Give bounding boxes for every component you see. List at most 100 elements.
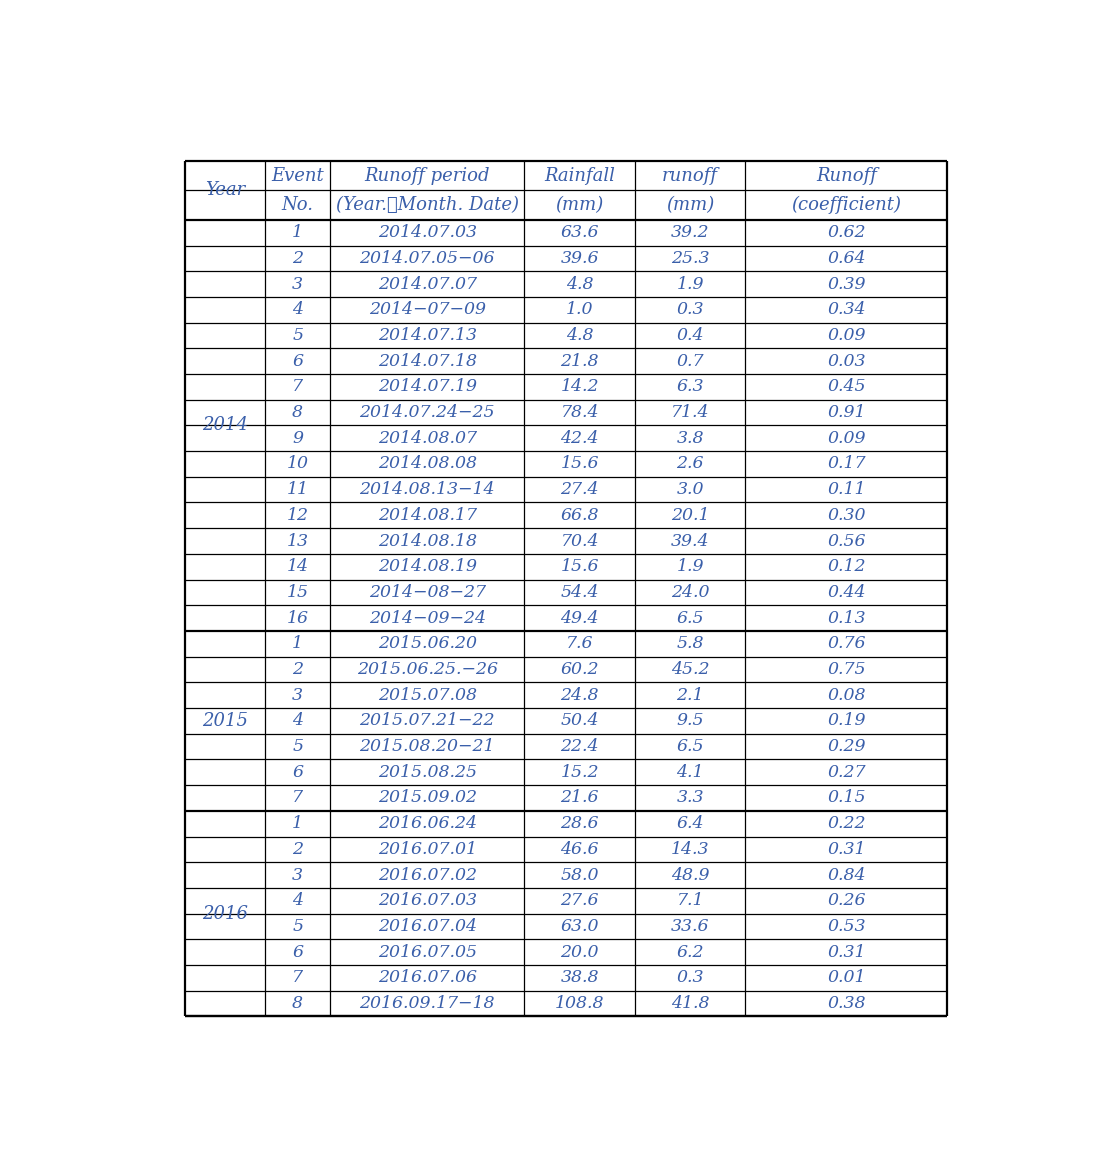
Text: 0.31: 0.31 [828,841,865,857]
Text: 0.09: 0.09 [828,327,865,344]
Text: 15.2: 15.2 [560,764,599,781]
Text: 3.3: 3.3 [676,789,704,806]
Text: 39.4: 39.4 [671,532,709,550]
Text: 0.62: 0.62 [828,224,865,241]
Text: 46.6: 46.6 [560,841,599,857]
Text: 0.26: 0.26 [828,892,865,909]
Text: 7: 7 [292,378,303,396]
Text: 0.09: 0.09 [828,429,865,447]
Text: 0.3: 0.3 [676,301,704,318]
Text: 2016.07.05: 2016.07.05 [378,944,476,960]
Text: 3.8: 3.8 [676,429,704,447]
Text: 2016: 2016 [202,905,249,922]
Text: 2015.09.02: 2015.09.02 [378,789,476,806]
Text: 0.31: 0.31 [828,944,865,960]
Text: 0.38: 0.38 [828,995,865,1012]
Text: 5: 5 [292,327,303,344]
Text: 22.4: 22.4 [560,738,599,756]
Text: (coefficient): (coefficient) [791,196,902,214]
Text: Rainfall: Rainfall [545,167,615,185]
Text: 58.0: 58.0 [560,867,599,884]
Text: 6.5: 6.5 [676,738,704,756]
Text: 9.5: 9.5 [676,713,704,729]
Text: 24.0: 24.0 [671,584,709,600]
Text: 0.29: 0.29 [828,738,865,756]
Text: 48.9: 48.9 [671,867,709,884]
Text: 2014.08.13−14: 2014.08.13−14 [359,481,495,499]
Text: 20.1: 20.1 [671,507,709,524]
Text: 2015: 2015 [202,712,249,730]
Text: 49.4: 49.4 [560,610,599,627]
Text: 0.45: 0.45 [828,378,865,396]
Text: 3.0: 3.0 [676,481,704,499]
Text: 0.7: 0.7 [676,353,704,369]
Text: 0.01: 0.01 [828,970,865,986]
Text: 0.76: 0.76 [828,635,865,653]
Text: 63.6: 63.6 [560,224,599,241]
Text: 2015.06.25.−26: 2015.06.25.−26 [357,661,497,678]
Text: 6: 6 [292,353,303,369]
Text: Runoff period: Runoff period [365,167,490,185]
Text: 0.12: 0.12 [828,558,865,575]
Text: Runoff: Runoff [815,167,877,185]
Text: 42.4: 42.4 [560,429,599,447]
Text: 2016.07.06: 2016.07.06 [378,970,476,986]
Text: (mm): (mm) [556,197,603,214]
Text: Event: Event [271,167,324,185]
Text: 2.1: 2.1 [676,687,704,703]
Text: 1.9: 1.9 [676,558,704,575]
Text: 0.75: 0.75 [828,661,865,678]
Text: 2016.06.24: 2016.06.24 [378,816,476,832]
Text: 6.4: 6.4 [676,816,704,832]
Text: 2016.07.04: 2016.07.04 [378,918,476,935]
Text: 6.5: 6.5 [676,610,704,627]
Text: 2014: 2014 [202,417,249,434]
Text: 0.84: 0.84 [828,867,865,884]
Text: 54.4: 54.4 [560,584,599,600]
Text: 27.6: 27.6 [560,892,599,909]
Text: 4.8: 4.8 [566,327,593,344]
Text: 25.3: 25.3 [671,250,709,267]
Text: 5: 5 [292,918,303,935]
Text: 2014.07.13: 2014.07.13 [378,327,476,344]
Text: 14.2: 14.2 [560,378,599,396]
Text: 13: 13 [286,532,308,550]
Text: 2015.07.21−22: 2015.07.21−22 [359,713,495,729]
Text: 2016.07.02: 2016.07.02 [378,867,476,884]
Text: 3: 3 [292,687,303,703]
Text: runoff: runoff [662,167,718,185]
Text: 7.1: 7.1 [676,892,704,909]
Text: 33.6: 33.6 [671,918,709,935]
Text: (Year.　Month. Date): (Year. Month. Date) [336,197,518,214]
Text: 21.8: 21.8 [560,353,599,369]
Text: 2014.07.19: 2014.07.19 [378,378,476,396]
Text: 45.2: 45.2 [671,661,709,678]
Text: 1: 1 [292,224,303,241]
Text: 6.2: 6.2 [676,944,704,960]
Text: (mm): (mm) [666,197,714,214]
Text: 0.27: 0.27 [828,764,865,781]
Text: 5.8: 5.8 [676,635,704,653]
Text: 0.56: 0.56 [828,532,865,550]
Text: 2015.08.20−21: 2015.08.20−21 [359,738,495,756]
Text: 2015.07.08: 2015.07.08 [378,687,476,703]
Text: 15: 15 [286,584,308,600]
Text: 2014−09−24: 2014−09−24 [369,610,486,627]
Text: 2016.07.01: 2016.07.01 [378,841,476,857]
Text: 8: 8 [292,404,303,421]
Text: 0.3: 0.3 [676,970,704,986]
Text: 4.1: 4.1 [676,764,704,781]
Text: 15.6: 15.6 [560,558,599,575]
Text: 2016.07.03: 2016.07.03 [378,892,476,909]
Text: 1.9: 1.9 [676,275,704,293]
Text: 63.0: 63.0 [560,918,599,935]
Text: 2014.08.18: 2014.08.18 [378,532,476,550]
Text: 9: 9 [292,429,303,447]
Text: 0.4: 0.4 [676,327,704,344]
Text: 12: 12 [286,507,308,524]
Text: 0.08: 0.08 [828,687,865,703]
Text: 4: 4 [292,713,303,729]
Text: 0.44: 0.44 [828,584,865,600]
Text: 5: 5 [292,738,303,756]
Text: 6: 6 [292,764,303,781]
